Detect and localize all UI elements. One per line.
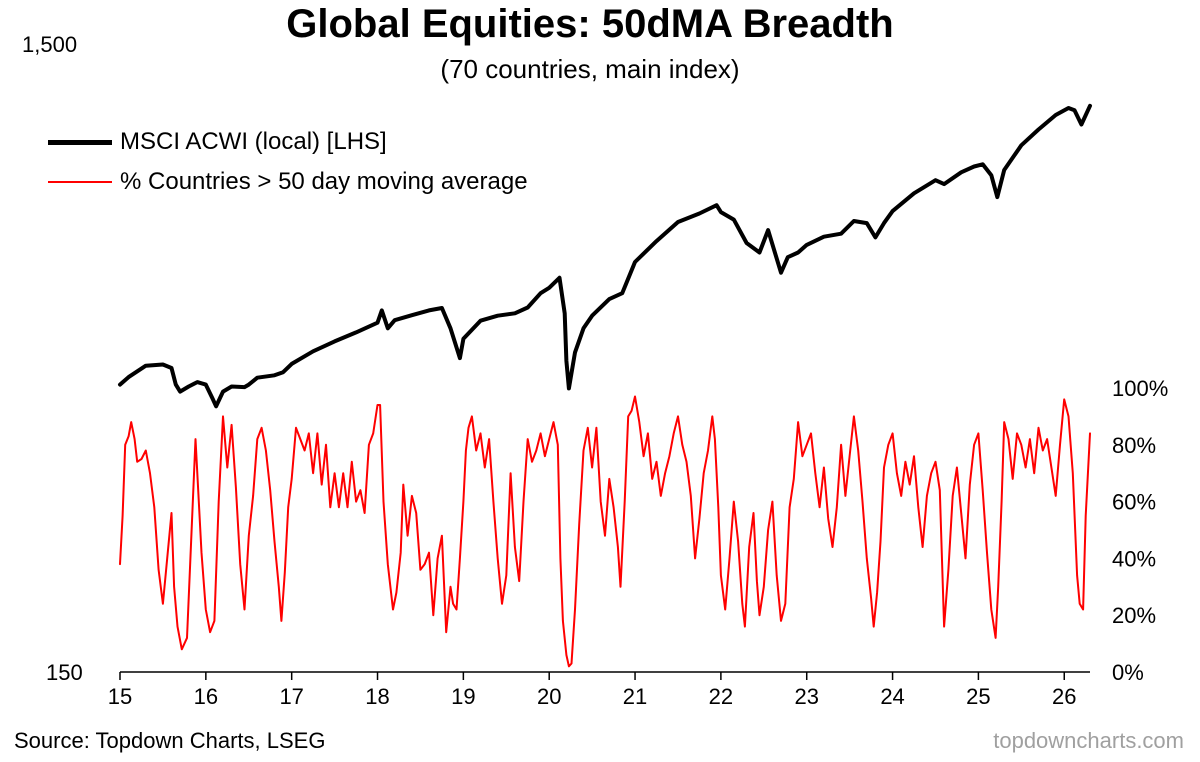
- x-tick-label-22: 22: [709, 684, 733, 709]
- x-tick-label-23: 23: [794, 684, 818, 709]
- chart-series: [118, 103, 1092, 668]
- legend-item-msci: MSCI ACWI (local) [LHS]: [48, 122, 528, 162]
- left-axis-bottom-label: 150: [46, 660, 83, 685]
- right-tick-label-40: 40%: [1112, 546, 1156, 571]
- series-line-msci-acwi: [118, 103, 1092, 409]
- right-tick-label-20: 20%: [1112, 603, 1156, 628]
- x-tick-label-15: 15: [108, 684, 132, 709]
- x-tick-label-20: 20: [537, 684, 561, 709]
- x-tick-label-24: 24: [880, 684, 904, 709]
- x-tick-label-21: 21: [623, 684, 647, 709]
- chart-axes: [119, 671, 1090, 680]
- chart-title: Global Equities: 50dMA Breadth: [286, 2, 894, 46]
- x-tick-label-17: 17: [279, 684, 303, 709]
- x-tick-label-26: 26: [1052, 684, 1076, 709]
- source-note: Source: Topdown Charts, LSEG: [14, 728, 326, 753]
- right-tick-label-100: 100%: [1112, 376, 1168, 401]
- right-tick-label-0: 0%: [1112, 660, 1144, 685]
- legend-swatch-red: [48, 181, 112, 183]
- brand-watermark: topdowncharts.com: [993, 728, 1184, 753]
- x-tick-label-16: 16: [194, 684, 218, 709]
- legend-item-breadth: % Countries > 50 day moving average: [48, 162, 528, 202]
- legend-swatch-black: [48, 139, 112, 145]
- chart-subtitle: (70 countries, main index): [440, 54, 740, 84]
- x-tick-label-25: 25: [966, 684, 990, 709]
- right-tick-label-80: 80%: [1112, 433, 1156, 458]
- chart-tick-labels: 15 16 17 18 19 20 21 22 23 24 25 26 0% 20% 40% 60% 80% 10…: [108, 376, 1169, 709]
- chart-legend: MSCI ACWI (local) [LHS] % Countries > 50…: [48, 122, 528, 202]
- right-tick-label-60: 60%: [1112, 490, 1156, 515]
- legend-label-msci: MSCI ACWI (local) [LHS]: [120, 128, 387, 155]
- series-line-breadth: [119, 395, 1091, 668]
- left-axis-top-label: 1,500: [22, 32, 78, 57]
- legend-label-breadth: % Countries > 50 day moving average: [120, 168, 528, 195]
- x-tick-label-18: 18: [365, 684, 389, 709]
- x-tick-label-19: 19: [451, 684, 475, 709]
